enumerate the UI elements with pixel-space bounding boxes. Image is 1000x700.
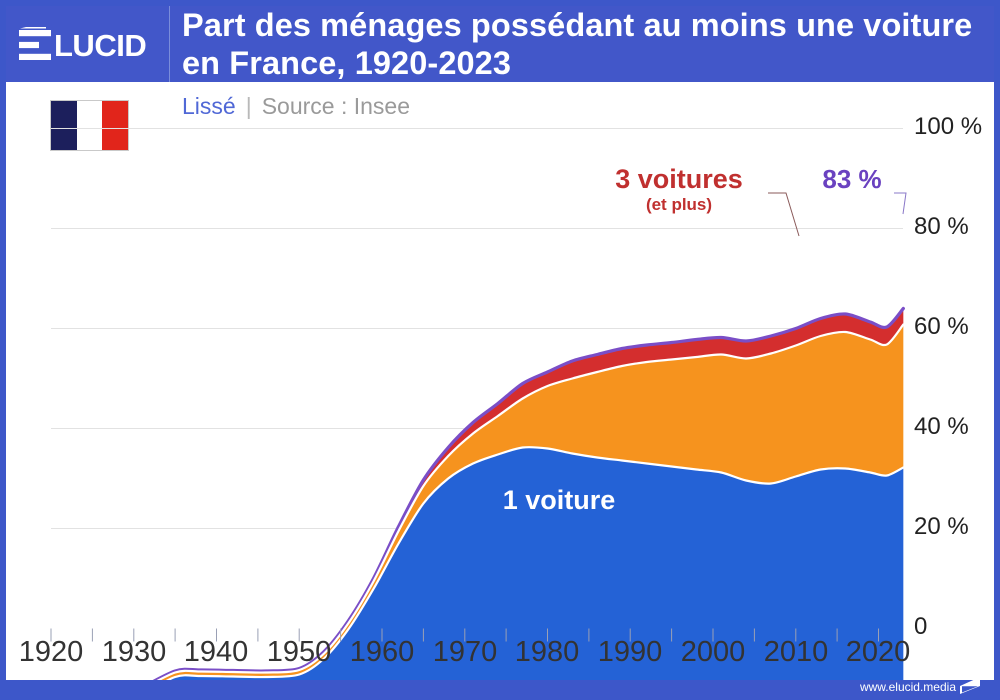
- svg-text:LUCID: LUCID: [54, 28, 146, 61]
- svg-text:1950: 1950: [267, 636, 332, 668]
- svg-text:2020: 2020: [846, 636, 911, 668]
- svg-text:1970: 1970: [433, 636, 498, 668]
- svg-text:1 voiture: 1 voiture: [503, 485, 616, 515]
- svg-text:1990: 1990: [598, 636, 663, 668]
- svg-text:2 voitures: 2 voitures: [615, 299, 738, 329]
- svg-text:100 %: 100 %: [914, 113, 982, 140]
- svg-text:83 %: 83 %: [822, 164, 881, 194]
- svg-text:2010: 2010: [764, 636, 829, 668]
- svg-text:20 %: 20 %: [914, 513, 969, 540]
- svg-text:80 %: 80 %: [914, 213, 969, 240]
- svg-text:1930: 1930: [102, 636, 167, 668]
- svg-text:0: 0: [914, 613, 927, 640]
- svg-text:1940: 1940: [184, 636, 249, 668]
- svg-text:1920: 1920: [19, 636, 84, 668]
- svg-text:60 %: 60 %: [914, 313, 969, 340]
- svg-text:40 %: 40 %: [914, 413, 969, 440]
- svg-text:3 voitures: 3 voitures: [615, 164, 743, 194]
- svg-text:(et plus): (et plus): [646, 195, 712, 214]
- svg-text:1980: 1980: [515, 636, 580, 668]
- svg-text:2000: 2000: [681, 636, 746, 668]
- svg-text:1960: 1960: [350, 636, 415, 668]
